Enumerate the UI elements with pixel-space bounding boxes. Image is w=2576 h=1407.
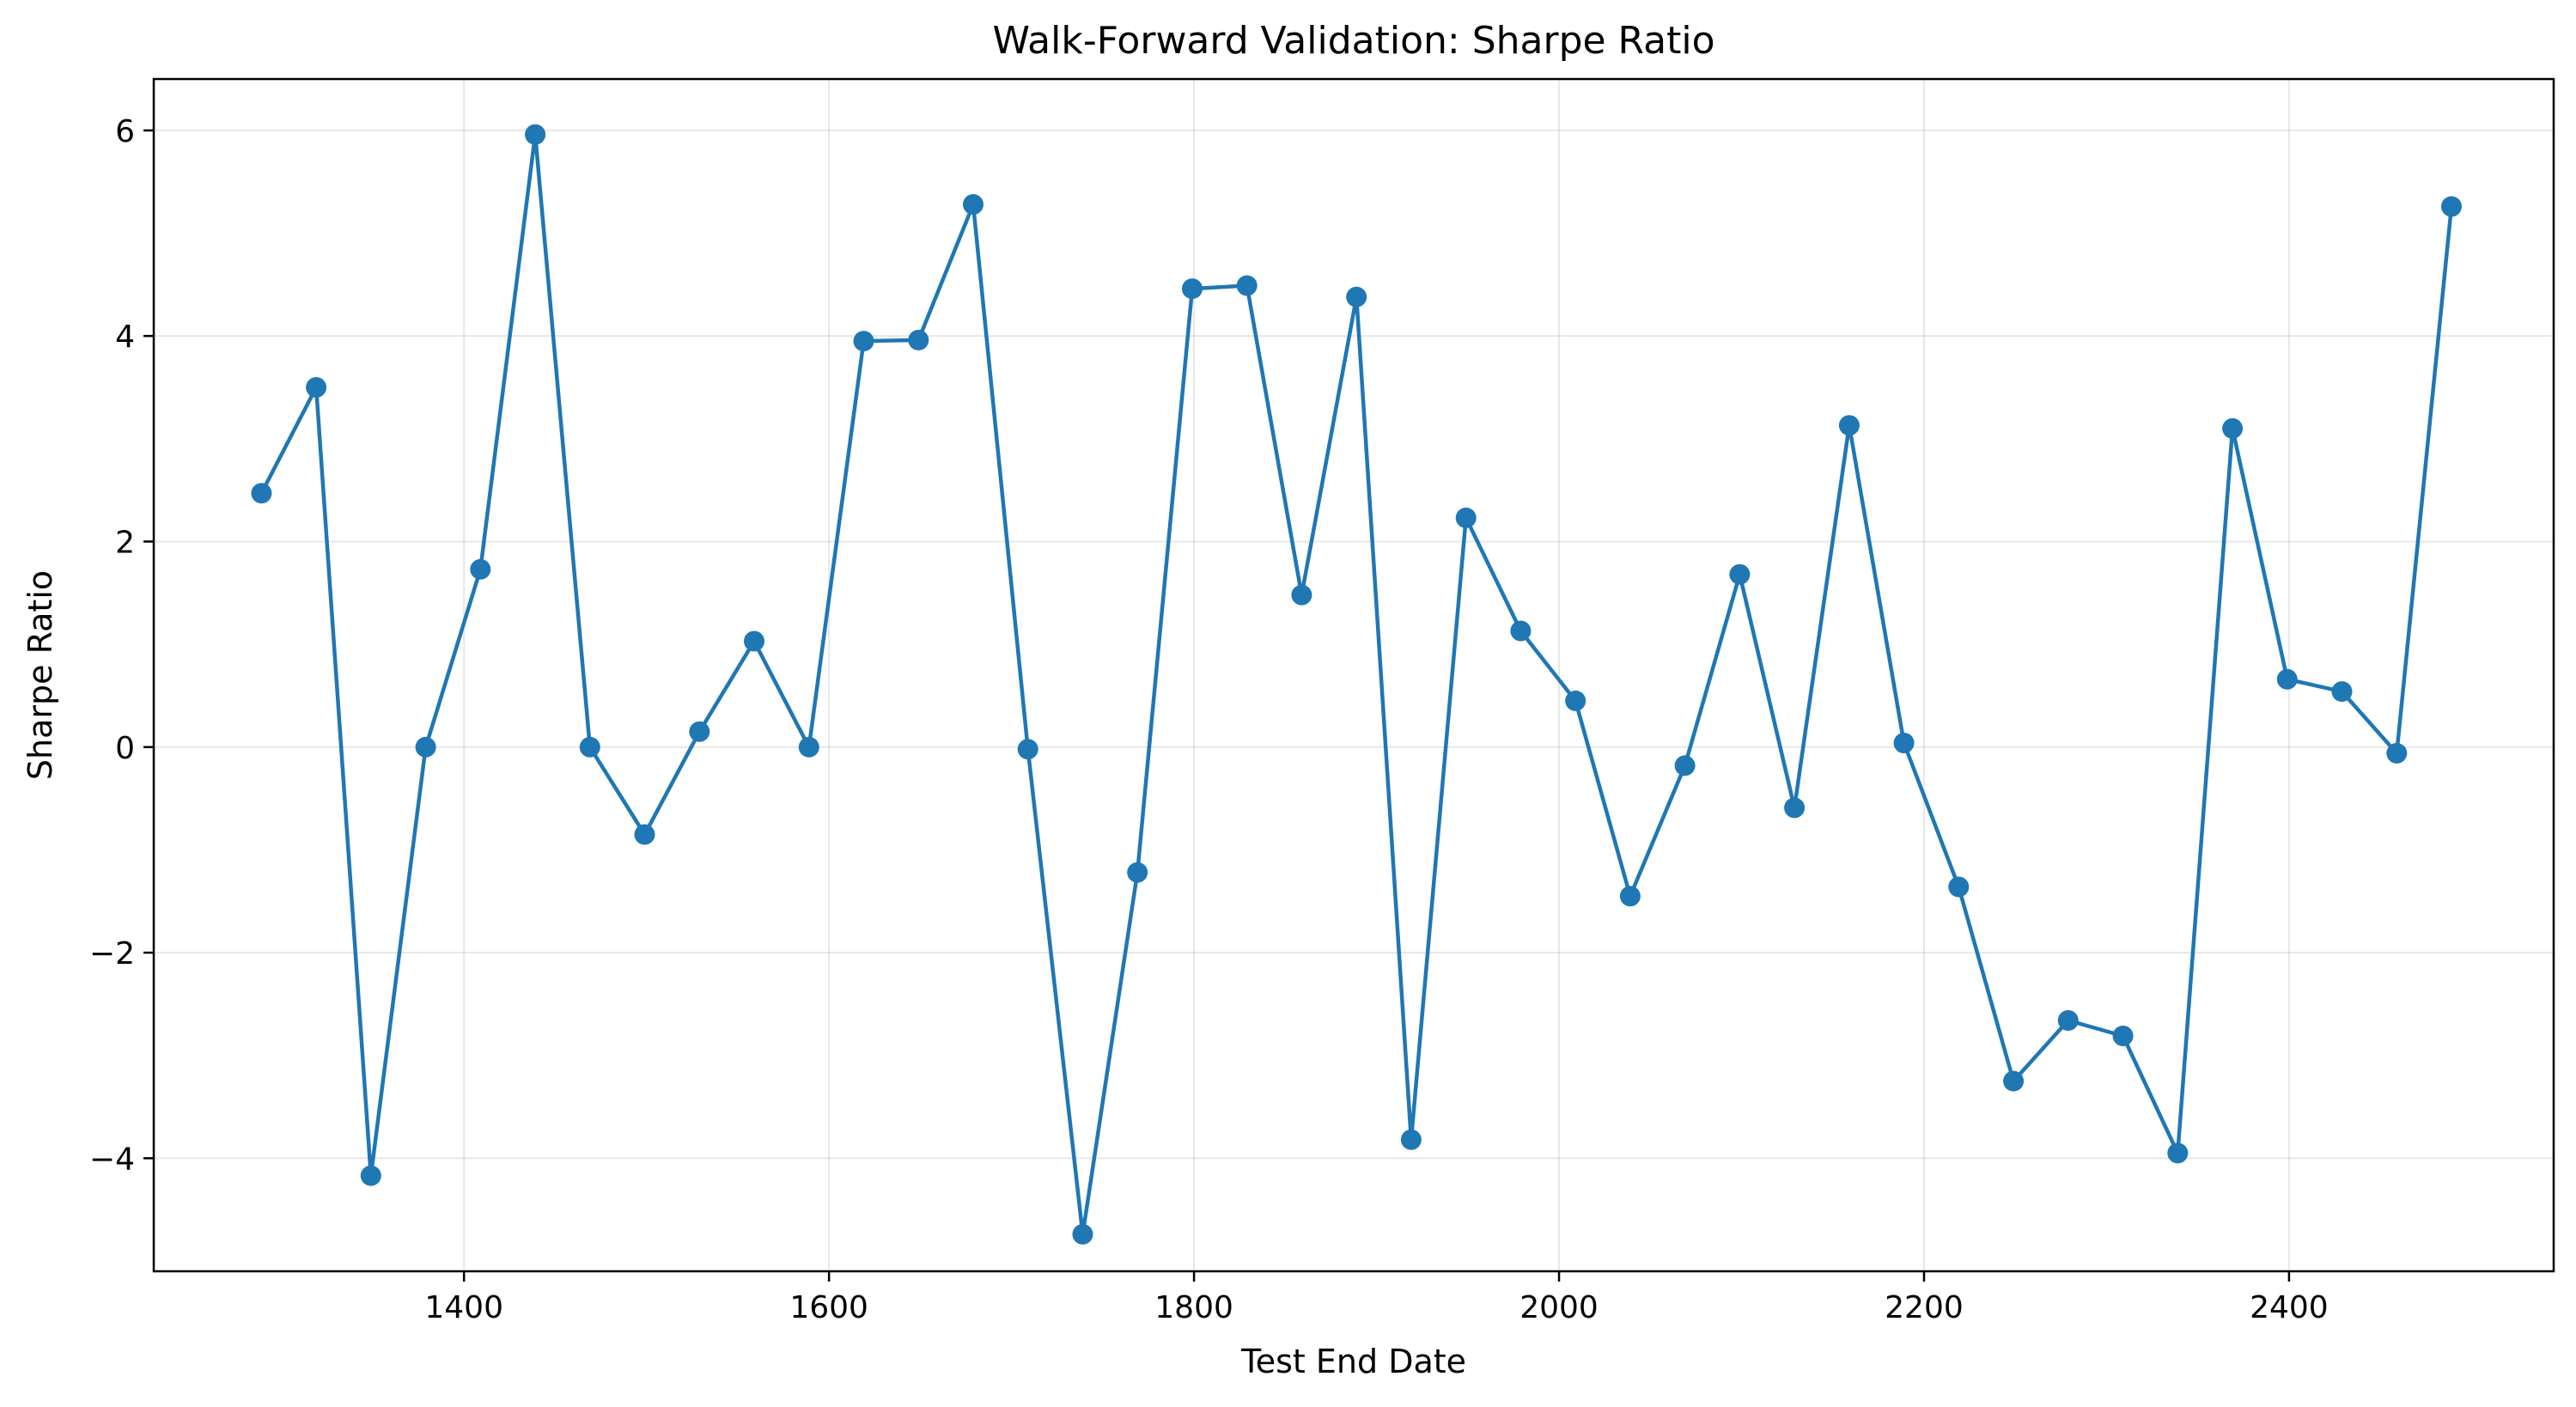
x-tick-label: 2200 [1885,1290,1964,1325]
x-tick-label: 2000 [1519,1290,1599,1325]
x-axis-label: Test End Date [1240,1343,1466,1380]
chart-title: Walk-Forward Validation: Sharpe Ratio [992,19,1714,63]
data-point [360,1165,381,1186]
data-point [2441,196,2462,217]
data-point [251,483,272,504]
x-tick-label: 1400 [424,1290,503,1325]
data-point [2003,1070,2025,1092]
data-point [1565,690,1586,711]
data-point [470,558,491,580]
data-point [1072,1223,1093,1245]
data-point [689,721,710,742]
data-point [306,377,327,398]
data-point [1893,733,1915,753]
data-point [1346,286,1367,308]
data-point [798,736,819,758]
data-point [2331,681,2353,703]
data-point [1236,275,1258,296]
data-point [2222,417,2244,439]
data-point [525,124,546,145]
y-tick-label: 2 [115,525,135,560]
y-tick-label: 0 [115,731,135,766]
plot-area-frame [152,77,2555,1273]
x-tick-label: 1600 [789,1290,868,1325]
x-tick-label: 1800 [1154,1290,1233,1325]
data-point [1838,415,1860,436]
y-tick-label: 6 [115,114,135,149]
data-point [1729,563,1751,585]
data-point [1674,755,1696,777]
data-point [2167,1142,2189,1164]
data-point [1784,797,1806,819]
y-tick-label: −2 [89,936,135,971]
data-point [1619,886,1641,907]
data-point [1400,1129,1422,1150]
data-point [908,329,929,350]
data-point [1017,739,1038,760]
data-point [1127,862,1148,883]
y-axis-label: Sharpe Ratio [21,570,59,780]
data-point [634,824,655,845]
data-point [853,331,874,352]
data-point [2057,1010,2079,1031]
data-point [963,194,984,215]
data-point [415,736,436,758]
data-point [579,736,600,758]
data-point [1455,507,1477,528]
data-point [2386,742,2408,764]
x-tick-label: 2400 [2250,1290,2329,1325]
axis-ticks: 1400 1600 1800 2000 2200 2400 −4 −2 0 2 4 6 [89,114,2329,1325]
data-point [1182,278,1203,300]
data-point [744,630,764,652]
data-point [1291,584,1312,606]
y-tick-label: −4 [89,1142,135,1177]
series-sharpe-ratio [251,124,2462,1245]
y-tick-label: 4 [115,320,135,355]
data-point [2112,1026,2134,1046]
data-point [2276,668,2298,690]
data-point [1510,620,1532,642]
data-point [1948,876,1970,898]
